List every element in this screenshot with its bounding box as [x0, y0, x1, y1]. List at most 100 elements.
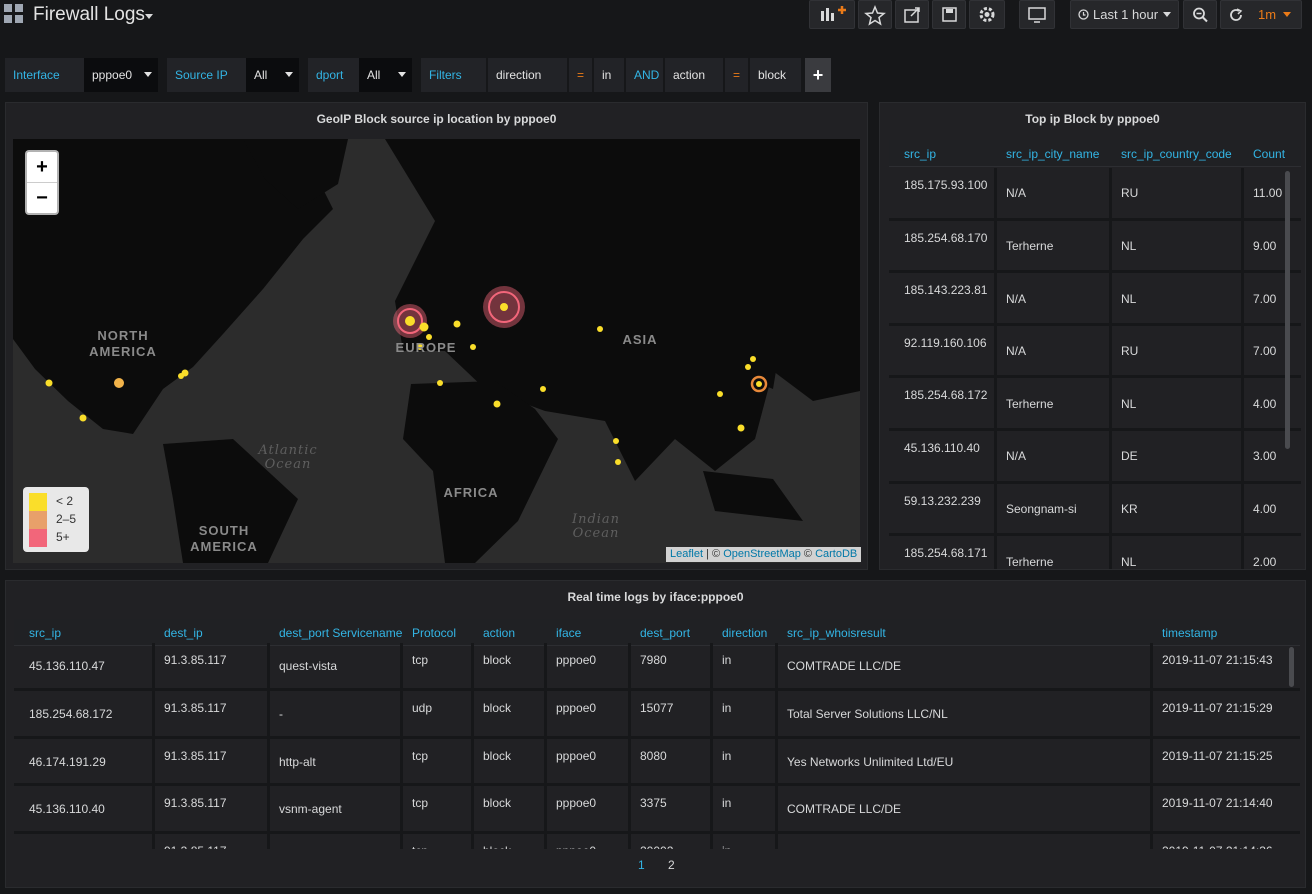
variable-value[interactable]: pppoe0 — [84, 58, 158, 92]
cell-separator — [1109, 378, 1112, 428]
table-cell: block — [483, 749, 511, 763]
cell-separator — [267, 643, 270, 688]
legend-label: 2–5 — [56, 512, 76, 526]
legend-swatch — [29, 511, 47, 529]
zoom-in[interactable]: + — [27, 152, 57, 183]
share-button[interactable] — [895, 0, 929, 29]
row-separator — [14, 831, 1300, 834]
filter-conjunction[interactable]: AND — [626, 58, 663, 92]
attribution-text: | © — [706, 548, 720, 560]
column-header[interactable]: src_ip — [904, 147, 936, 161]
table-cell: tcp — [412, 749, 428, 763]
add-filter-button[interactable]: + — [805, 58, 831, 92]
table-cell: 2.00 — [1253, 555, 1276, 569]
table-cell: 7980 — [640, 653, 667, 667]
save-button[interactable] — [932, 0, 966, 29]
table-cell: NL — [1121, 397, 1136, 411]
cell-separator — [1150, 786, 1153, 831]
filter-value[interactable]: in — [594, 58, 624, 92]
attribution: Leaflet | © OpenStreetMap © CartoDB — [666, 547, 861, 562]
filter-value[interactable]: block — [750, 58, 801, 92]
page-link[interactable]: 1 — [638, 858, 645, 872]
attribution-text[interactable]: CartoDB — [815, 548, 857, 560]
cell-separator — [267, 691, 270, 736]
caret — [285, 72, 293, 78]
table-cell: vsnm-agent — [279, 802, 342, 816]
table-cell: 7.00 — [1253, 292, 1276, 306]
table-cell: http-alt — [279, 755, 316, 769]
time-range[interactable]: Last 1 hour — [1093, 7, 1158, 22]
map-label: Atlantic Ocean — [248, 444, 328, 472]
attribution-text[interactable]: Leaflet — [670, 548, 703, 560]
legend-swatch — [29, 493, 47, 511]
refresh-interval[interactable]: 1m — [1258, 7, 1276, 22]
refresh-picker[interactable]: 1m — [1220, 0, 1302, 29]
cell-separator — [775, 739, 778, 784]
table-cell: DE — [1121, 449, 1138, 463]
apps-icon[interactable] — [4, 4, 24, 24]
column-header[interactable]: timestamp — [1162, 626, 1217, 640]
table-cell: Terherne — [1006, 397, 1053, 411]
table-cell: 91.3.85.117 — [164, 701, 227, 715]
row-separator — [889, 218, 1301, 221]
filter-key[interactable]: direction — [488, 58, 567, 92]
column-header[interactable]: dest_port — [640, 626, 690, 640]
table-cell: in — [722, 701, 731, 715]
zoom-out[interactable]: − — [27, 183, 57, 213]
variable-value[interactable]: All — [246, 58, 299, 92]
filter-key[interactable]: action — [665, 58, 723, 92]
column-header[interactable]: src_ip_whoisresult — [787, 626, 886, 640]
cell-separator — [994, 378, 997, 428]
cell-separator — [1241, 221, 1244, 271]
attribution-text[interactable]: OpenStreetMap — [723, 548, 801, 560]
table-cell: 4.00 — [1253, 502, 1276, 516]
table-cell: NL — [1121, 555, 1136, 569]
page-link[interactable]: 2 — [668, 858, 675, 872]
column-header[interactable]: Protocol — [412, 626, 456, 640]
table-cell: pppoe0 — [556, 749, 596, 763]
cell-separator — [1109, 168, 1112, 218]
table-cell: 59.13.232.239 — [904, 494, 981, 508]
column-header[interactable]: direction — [722, 626, 767, 640]
settings-button[interactable] — [969, 0, 1005, 29]
cell-separator — [1241, 273, 1244, 323]
filter-operator[interactable]: = — [569, 58, 592, 92]
variable-value[interactable]: All — [359, 58, 412, 92]
table-cell: 2019-11-07 21:14:40 — [1162, 796, 1273, 810]
column-header[interactable]: src_ip_city_name — [1006, 147, 1099, 161]
cell-separator — [994, 273, 997, 323]
column-header[interactable]: action — [483, 626, 515, 640]
column-header[interactable]: src_ip — [29, 626, 61, 640]
column-header[interactable]: iface — [556, 626, 581, 640]
table-cell: 185.254.68.172 — [29, 707, 112, 721]
dashboard-title[interactable]: Firewall Logs — [33, 4, 145, 26]
table-cell: pppoe0 — [556, 701, 596, 715]
table-cell: in — [722, 749, 731, 763]
row-separator — [889, 270, 1301, 273]
tv-mode-button[interactable] — [1019, 0, 1055, 29]
table-cell: 2019-11-07 21:15:29 — [1162, 701, 1273, 715]
column-header[interactable]: src_ip_country_code — [1121, 147, 1232, 161]
star-button[interactable] — [858, 0, 892, 29]
cell-separator — [1241, 168, 1244, 218]
cell-separator — [1241, 431, 1244, 481]
table-cell: KR — [1121, 502, 1138, 516]
cell-separator — [710, 786, 713, 831]
cell-separator — [471, 739, 474, 784]
table-cell: 45.136.110.40 — [904, 441, 980, 455]
add-panel-button[interactable] — [809, 0, 855, 29]
filter-operator[interactable]: = — [725, 58, 748, 92]
legend-label: 5+ — [56, 530, 70, 544]
table-cell: 4.00 — [1253, 397, 1276, 411]
table-cell: pppoe0 — [556, 796, 596, 810]
table-cell: udp — [412, 701, 432, 715]
table-cell: in — [722, 796, 731, 810]
row-separator — [889, 481, 1301, 484]
column-header[interactable]: dest_port Servicename — [279, 626, 402, 640]
column-header[interactable]: dest_ip — [164, 626, 203, 640]
time-picker[interactable]: Last 1 hour — [1070, 0, 1179, 29]
zoom-out-time-button[interactable] — [1183, 0, 1217, 29]
column-header[interactable]: Count — [1253, 147, 1285, 161]
filters-label: Filters — [421, 58, 486, 92]
cell-separator — [775, 643, 778, 688]
